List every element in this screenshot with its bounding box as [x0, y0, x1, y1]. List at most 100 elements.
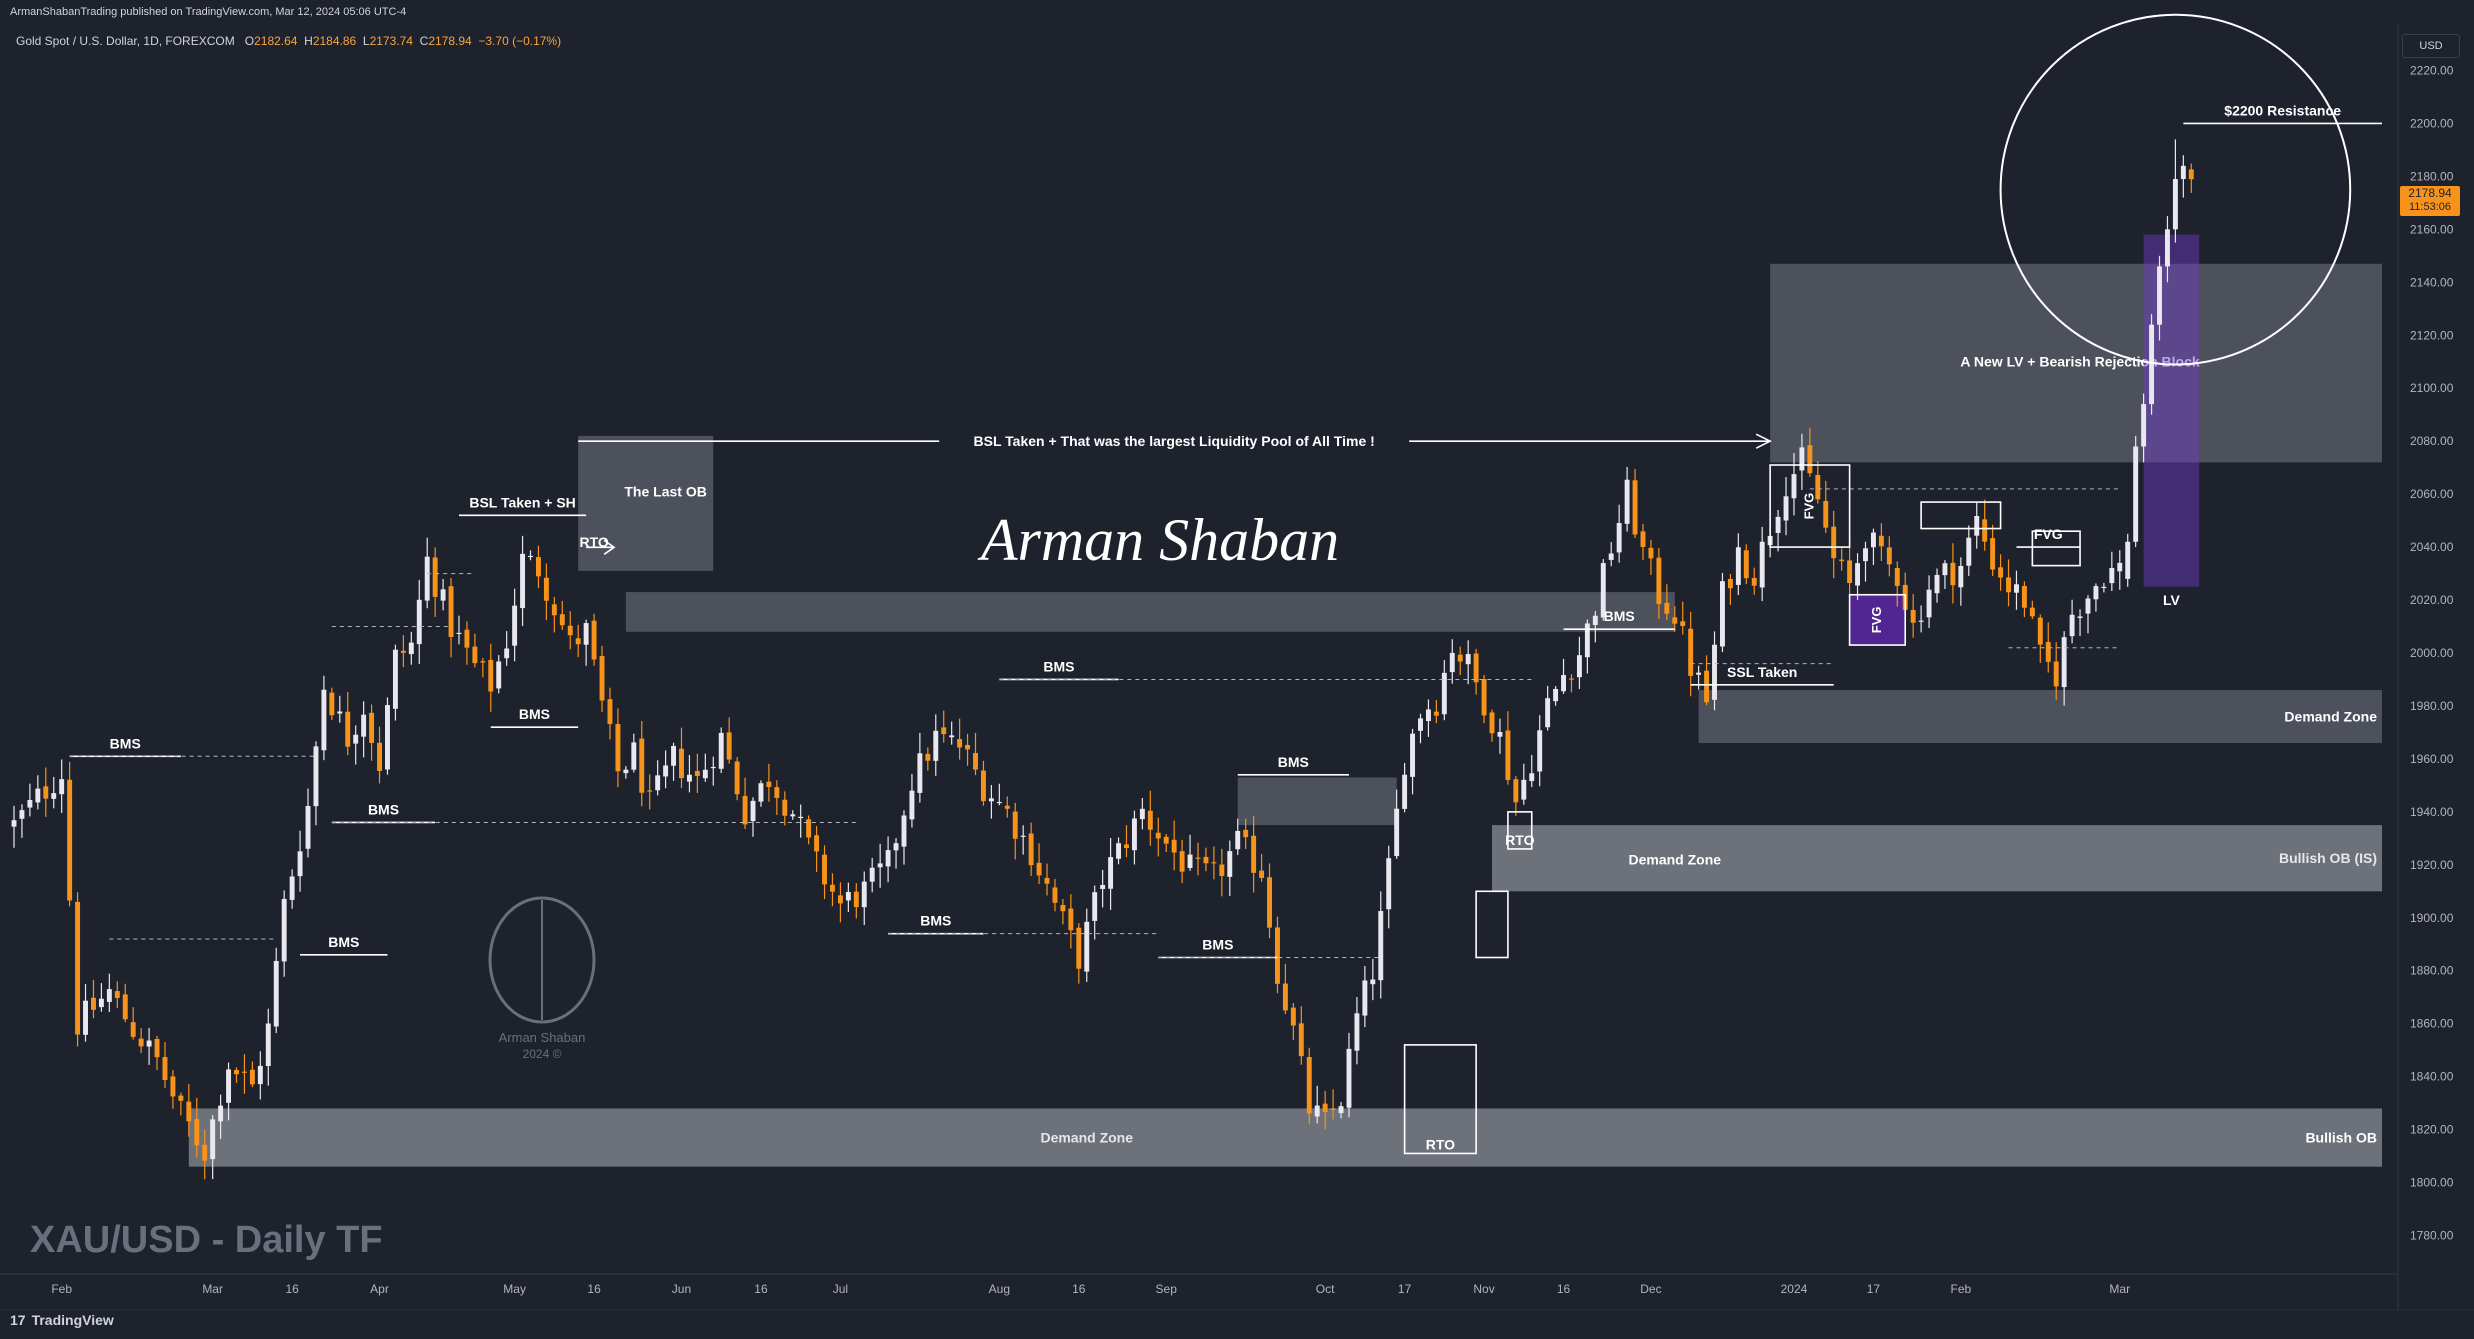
tradingview-brand: TradingView	[31, 1312, 114, 1328]
price-tick-label: 1960.00	[2410, 752, 2454, 766]
bull-candle	[2109, 551, 2115, 592]
candle-body	[27, 799, 33, 808]
candle-body	[1735, 547, 1741, 585]
bull-candle	[1926, 575, 1932, 629]
bear-candle	[345, 691, 351, 756]
arrow-head	[1755, 433, 1772, 449]
bull-candle	[305, 788, 311, 858]
candle-body	[1068, 908, 1074, 931]
candle-body	[1831, 526, 1837, 559]
bear-candle	[782, 791, 788, 826]
bull-candle	[1608, 542, 1614, 567]
price-tick-label: 2060.00	[2410, 487, 2454, 501]
bull-candle	[893, 838, 899, 869]
rto-box	[1769, 464, 1851, 548]
bull-candle	[528, 550, 533, 561]
bull-candle	[1863, 541, 1868, 582]
candle-body	[1084, 921, 1090, 972]
bull-candle	[2069, 599, 2075, 644]
candle-body	[1227, 851, 1233, 877]
candle-body	[663, 765, 669, 777]
candle-body	[782, 799, 788, 816]
candle-body	[1815, 474, 1821, 500]
bull-candle	[1545, 685, 1551, 731]
candle-body	[1179, 851, 1185, 872]
candle-body	[694, 770, 700, 776]
candle-body	[1934, 574, 1940, 594]
bear-candle	[1688, 611, 1694, 697]
candle-body	[1155, 832, 1161, 839]
level-label: $2200 Resistance	[2224, 102, 2341, 118]
candle-body	[869, 867, 875, 882]
candle-body	[2021, 585, 2027, 608]
candle-body	[551, 604, 557, 616]
candle-body	[790, 814, 796, 817]
bull-candle	[1719, 572, 1725, 653]
candle-body	[138, 1038, 144, 1047]
bear-candle	[1990, 524, 1996, 576]
level-label: BMS	[328, 934, 359, 950]
candle-body	[1878, 535, 1884, 547]
bear-candle	[1831, 510, 1837, 579]
candle-body	[1457, 654, 1463, 662]
bull-candle	[496, 655, 502, 694]
candles-layer[interactable]	[11, 139, 2194, 1180]
bull-candle	[1346, 1032, 1352, 1118]
candle-body	[591, 620, 597, 660]
bear-candle	[1251, 816, 1257, 893]
low-label: L	[362, 34, 370, 48]
candle-body	[845, 891, 851, 901]
currency-label[interactable]: USD	[2402, 34, 2460, 58]
bull-candle	[2125, 533, 2131, 587]
symbol-name[interactable]: Gold Spot / U.S. Dollar, 1D, FOREXCOM	[16, 34, 235, 48]
candle-body	[1950, 562, 1956, 586]
bull-candle	[2101, 582, 2107, 593]
candle-body	[2172, 179, 2178, 230]
price-tick-label: 2040.00	[2410, 540, 2454, 554]
candle-body	[154, 1038, 160, 1058]
candle-body	[1267, 877, 1272, 928]
bear-candle	[1489, 709, 1495, 742]
price-tick-label: 2180.00	[2410, 169, 2454, 183]
bear-candle	[647, 774, 653, 810]
candle-body	[146, 1040, 152, 1047]
bear-candle	[830, 873, 835, 907]
candle-body	[766, 781, 772, 788]
time-axis[interactable]: Feb Mar 16 Apr May 16 Jun 16 Jul Aug 16 Sep Oct 17 Nov…	[0, 1273, 2474, 1311]
price-axis[interactable]: 1780.00 1800.00 1820.00 1840.00 1860.00 1880.…	[2397, 0, 2474, 1339]
candle-body	[2093, 586, 2099, 600]
bear-candle	[75, 892, 81, 1047]
candle-body	[1163, 836, 1169, 844]
candle-body	[1537, 730, 1543, 772]
bull-candle	[1441, 660, 1447, 721]
bull-candle	[456, 615, 462, 645]
candle-body	[774, 787, 780, 798]
candle-body	[679, 748, 684, 779]
bear-candle	[1704, 655, 1710, 706]
candle-body	[885, 850, 891, 867]
bull-candle	[877, 843, 883, 888]
bear-candle	[1290, 1003, 1296, 1041]
candle-body	[1338, 1106, 1344, 1114]
candle-body	[559, 614, 565, 626]
candle-body	[1410, 733, 1416, 777]
bear-candle	[726, 717, 732, 764]
candle-body	[1704, 670, 1710, 703]
level-label: BSL Taken + That was the largest Liquidi…	[974, 433, 1375, 449]
bear-candle	[1243, 818, 1249, 850]
bull-candle	[1712, 631, 1717, 711]
symbol-legend: Gold Spot / U.S. Dollar, 1D, FOREXCOM O2…	[16, 34, 561, 48]
candle-body	[1664, 602, 1670, 614]
candle-body	[1259, 870, 1265, 878]
candle-body	[464, 629, 470, 648]
bear-candle	[837, 882, 843, 923]
candle-body	[273, 960, 279, 1027]
candle-body	[1441, 672, 1447, 715]
candle-body	[202, 1144, 208, 1161]
tradingview-logo[interactable]: 17 TradingView	[10, 1312, 114, 1328]
candle-body	[1712, 644, 1717, 700]
bear-candle	[1028, 822, 1034, 876]
candle-body	[1553, 688, 1559, 702]
bull-candle	[2085, 595, 2091, 634]
